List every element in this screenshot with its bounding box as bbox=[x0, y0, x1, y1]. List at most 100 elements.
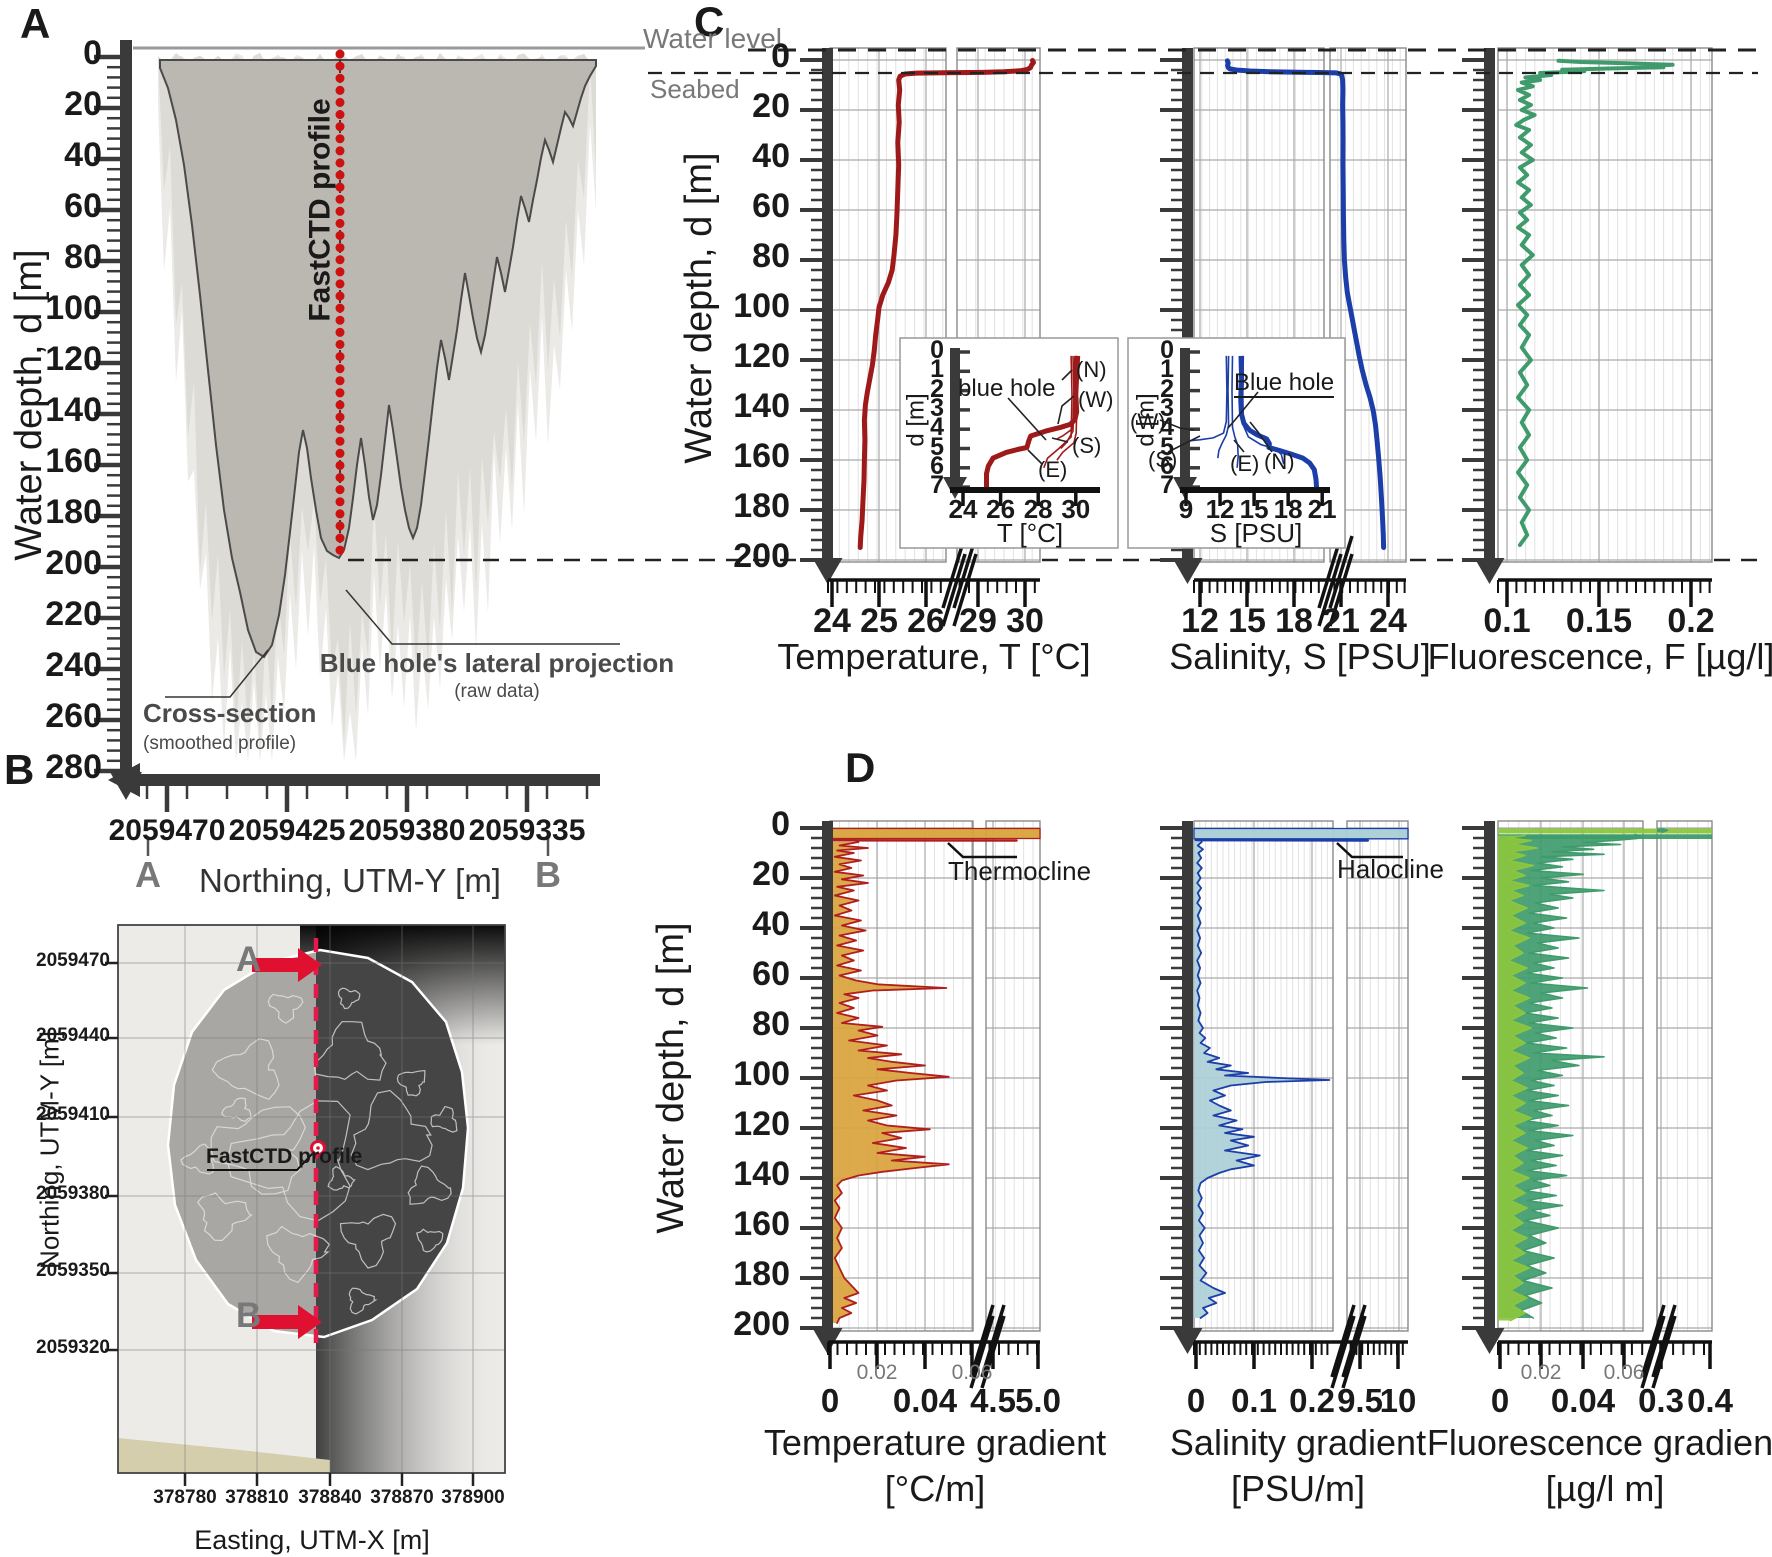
panel-c-letter: C bbox=[694, 0, 725, 45]
tick-label: 2059440 bbox=[36, 1025, 110, 1046]
tick-label: 200 bbox=[733, 537, 790, 575]
tick-label: 0.2 bbox=[1667, 602, 1715, 640]
tick-label: 0.06 bbox=[951, 1361, 993, 1384]
tick-label: 0.4 bbox=[1687, 1382, 1733, 1419]
tick-label: 4 bbox=[1160, 413, 1174, 442]
panel-d-y-title: Water depth, d [m] bbox=[650, 922, 693, 1234]
projection-annotation-sub: (raw data) bbox=[454, 681, 540, 702]
tick-label: 20 bbox=[752, 855, 790, 893]
panel-d-gradients bbox=[800, 820, 1713, 1389]
tick-label: 9 bbox=[1178, 494, 1194, 524]
tick-label: 18 bbox=[1275, 602, 1313, 640]
tick-label: 280 bbox=[45, 748, 102, 786]
tick-label: 0.02 bbox=[856, 1361, 898, 1384]
tick-label: 0 bbox=[930, 336, 944, 364]
tick-label: 21 bbox=[1307, 494, 1337, 524]
tick-label: 0.1 bbox=[1483, 602, 1531, 640]
tick-label: 120 bbox=[733, 337, 790, 375]
tick-label: 21 bbox=[1322, 602, 1360, 640]
tick-label: 24 bbox=[948, 494, 978, 524]
tick-label: 2 bbox=[930, 374, 944, 403]
tick-label: 40 bbox=[752, 905, 790, 943]
tick-label: 20 bbox=[64, 85, 102, 123]
tick-label: 200 bbox=[45, 544, 102, 582]
tick-label: 378780 bbox=[153, 1487, 217, 1508]
tick-label: 24 bbox=[813, 602, 851, 640]
tick-label: 15 bbox=[1228, 602, 1266, 640]
tick-label: 2059470 bbox=[36, 950, 110, 971]
tick-label: 29 bbox=[959, 602, 997, 640]
tick-label: 378840 bbox=[298, 1487, 362, 1508]
panel-a-transect-start: A bbox=[135, 854, 161, 895]
tick-label: 26 bbox=[986, 494, 1016, 524]
tick-label: 5.0 bbox=[1015, 1382, 1061, 1419]
tick-label: 260 bbox=[45, 697, 102, 735]
tick-label: 3 bbox=[1160, 393, 1174, 422]
tick-label: 1 bbox=[1160, 355, 1174, 384]
seabed-label: Seabed bbox=[650, 74, 740, 104]
tick-label: 0.1 bbox=[1231, 1382, 1277, 1419]
panel-b-y-title: Northing, UTM-Y [m] bbox=[34, 1031, 65, 1269]
inset-s-w-label: (W) bbox=[1130, 409, 1166, 434]
water-level-seabed-lines bbox=[648, 48, 1758, 75]
tick-label: 100 bbox=[733, 1055, 790, 1093]
tick-label: 80 bbox=[64, 238, 102, 276]
tick-label: 10 bbox=[1379, 1382, 1417, 1419]
map-transect-end: B bbox=[236, 1296, 262, 1335]
tick-label: 200 bbox=[733, 1305, 790, 1343]
tick-label: 140 bbox=[45, 391, 102, 429]
tick-label: 0.2 bbox=[1289, 1382, 1335, 1419]
tick-label: 30 bbox=[1061, 494, 1091, 524]
halocline-label: Halocline bbox=[1337, 854, 1444, 884]
tick-label: 2 bbox=[1160, 374, 1174, 403]
sal-gradient-title: Salinity gradient bbox=[1169, 1422, 1427, 1463]
tick-label: 0.06 bbox=[1603, 1361, 1645, 1384]
tick-label: 30 bbox=[1006, 602, 1044, 640]
tick-label: 240 bbox=[45, 646, 102, 684]
projection-annotation: Blue hole's lateral projection bbox=[319, 648, 675, 678]
tick-label: 2059320 bbox=[36, 1337, 110, 1358]
inset-t-w-label: (W) bbox=[1078, 387, 1114, 412]
inset-s-n-label: (N) bbox=[1264, 449, 1295, 474]
tick-label: 2059470 bbox=[108, 814, 226, 847]
tick-label: 0 bbox=[771, 37, 790, 75]
tick-label: 378900 bbox=[441, 1487, 505, 1508]
tick-label: 6 bbox=[1160, 451, 1174, 480]
tick-label: 1 bbox=[930, 355, 944, 384]
cross-section-annotation: Cross-section bbox=[143, 698, 317, 728]
tick-label: 2059350 bbox=[36, 1260, 110, 1281]
panel-b-map bbox=[105, 924, 506, 1486]
tick-label: 0.3 bbox=[1638, 1382, 1684, 1419]
tick-label: 24 bbox=[1369, 602, 1407, 640]
tick-label: 0 bbox=[83, 34, 102, 72]
tick-label: 0 bbox=[1160, 336, 1174, 364]
tick-label: 0 bbox=[820, 1382, 840, 1419]
thermocline-label: Thermocline bbox=[948, 856, 1092, 886]
tick-label: 60 bbox=[752, 955, 790, 993]
tick-label: 6 bbox=[930, 451, 944, 480]
inset-t-s-label: (S) bbox=[1072, 433, 1102, 458]
water-level-label: Water level bbox=[643, 23, 783, 54]
temperature-axis-title: Temperature, T [°C] bbox=[777, 636, 1091, 677]
tick-label: 0 bbox=[1490, 1382, 1510, 1419]
tick-label: 2059425 bbox=[228, 814, 346, 847]
inset-s-curve-label: Blue hole bbox=[1234, 370, 1335, 399]
tick-label: 140 bbox=[733, 387, 790, 425]
tick-label: 15 bbox=[1239, 494, 1269, 524]
tick-label: 12 bbox=[1181, 602, 1219, 640]
tick-label: 100 bbox=[733, 287, 790, 325]
temp-gradient-unit: [°C/m] bbox=[884, 1468, 986, 1509]
tick-label: 5 bbox=[1160, 432, 1174, 461]
tick-label: 2059380 bbox=[36, 1183, 110, 1204]
temp-gradient-title: Temperature gradient bbox=[763, 1422, 1107, 1463]
panel-a-x-title: Northing, UTM-Y [m] bbox=[199, 862, 501, 899]
tick-label: 2059410 bbox=[36, 1104, 110, 1125]
tick-label: 0.04 bbox=[892, 1382, 958, 1419]
tick-label: 160 bbox=[733, 1205, 790, 1243]
tick-label: 100 bbox=[45, 289, 102, 327]
tick-label: 20 bbox=[752, 87, 790, 125]
tick-label: 180 bbox=[733, 1255, 790, 1293]
panel-b-letter: B bbox=[4, 746, 35, 793]
panel-a-cross-section bbox=[94, 40, 645, 856]
panel-c-insets bbox=[899, 337, 1346, 549]
